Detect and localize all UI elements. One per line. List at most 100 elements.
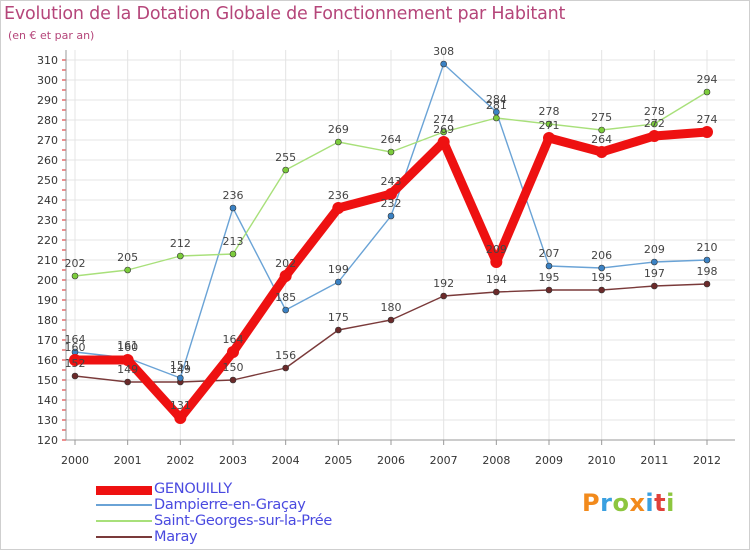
- data-label: 161: [117, 339, 138, 352]
- data-point: [651, 282, 658, 290]
- data-label: 160: [65, 341, 86, 354]
- data-point: [121, 354, 134, 366]
- data-label: 151: [170, 359, 191, 372]
- data-point: [440, 292, 447, 300]
- data-label: 194: [486, 273, 507, 286]
- logo-letter: o: [612, 489, 630, 517]
- y-tick-label: 310: [37, 54, 58, 67]
- data-point: [703, 88, 711, 96]
- legend-label-genouilly: GENOUILLY: [154, 481, 232, 497]
- y-tick-label: 220: [37, 234, 58, 247]
- logo-letter: i: [645, 489, 655, 517]
- data-label: 197: [644, 267, 665, 280]
- data-label: 195: [591, 271, 612, 284]
- legend-swatch-genouilly: [96, 486, 152, 495]
- y-tick-label: 150: [37, 374, 58, 387]
- data-label: 209: [644, 243, 665, 256]
- data-label: 308: [433, 45, 454, 58]
- legend-label-saint-georges: Saint-Georges-sur-la-Prée: [154, 513, 333, 529]
- data-point: [174, 412, 187, 424]
- logo-letter: x: [629, 489, 646, 517]
- x-tick-label: 2000: [61, 454, 89, 467]
- data-label: 160: [117, 341, 138, 354]
- legend-swatch-dampierre: [96, 504, 152, 506]
- data-point: [703, 256, 711, 264]
- data-label: 212: [170, 237, 191, 250]
- data-point: [598, 264, 605, 272]
- data-point: [440, 128, 447, 136]
- data-point: [229, 204, 237, 212]
- data-label: 192: [433, 277, 454, 290]
- y-tick-label: 170: [37, 334, 58, 347]
- y-tick-label: 120: [37, 434, 58, 447]
- data-point: [279, 270, 292, 282]
- data-point: [385, 188, 397, 200]
- data-label: 195: [539, 271, 560, 284]
- data-label: 164: [223, 333, 244, 346]
- x-tick-label: 2002: [166, 454, 194, 467]
- data-label: 131: [170, 399, 191, 412]
- x-tick-label: 2011: [640, 454, 668, 467]
- data-label: 149: [170, 363, 191, 376]
- data-point: [651, 120, 658, 128]
- plot-area: [66, 50, 735, 440]
- data-label: 274: [433, 113, 454, 126]
- y-tick-label: 130: [37, 414, 58, 427]
- data-point: [71, 372, 79, 380]
- data-point: [124, 378, 131, 386]
- data-point: [493, 288, 500, 296]
- data-label: 175: [328, 311, 349, 324]
- data-label: 205: [117, 251, 138, 264]
- data-point: [229, 376, 237, 384]
- y-tick-label: 190: [37, 294, 58, 307]
- data-label: 272: [644, 117, 665, 130]
- data-label: 236: [328, 189, 349, 202]
- data-point: [335, 278, 342, 286]
- data-label: 149: [117, 363, 138, 376]
- data-point: [71, 272, 79, 280]
- x-tick-label: 2010: [588, 454, 616, 467]
- data-point: [437, 136, 450, 148]
- data-point: [124, 266, 131, 274]
- x-tick-label: 2007: [430, 454, 458, 467]
- data-point: [282, 364, 289, 372]
- data-point: [387, 148, 395, 156]
- y-tick-label: 180: [37, 314, 58, 327]
- data-label: 198: [697, 265, 718, 278]
- legend-swatch-saint-georges: [96, 520, 152, 522]
- data-label: 152: [65, 357, 86, 370]
- data-point: [335, 138, 342, 146]
- data-point: [282, 306, 289, 314]
- logo-letter: i: [666, 489, 675, 517]
- data-point: [598, 126, 605, 134]
- data-label: 185: [275, 291, 296, 304]
- data-label: 156: [275, 349, 296, 362]
- y-tick-label: 140: [37, 394, 58, 407]
- y-tick-label: 300: [37, 74, 58, 87]
- data-label: 278: [539, 105, 560, 118]
- data-point: [227, 346, 239, 358]
- data-point: [543, 132, 555, 144]
- legend-swatch-maray: [96, 536, 152, 538]
- data-point: [490, 256, 503, 268]
- x-tick-label: 2012: [693, 454, 721, 467]
- data-label: 264: [381, 133, 402, 146]
- logo-letter: r: [600, 489, 613, 517]
- data-label: 294: [697, 73, 718, 86]
- data-point: [701, 126, 713, 138]
- data-point: [651, 258, 658, 266]
- logo-letter: t: [654, 489, 667, 517]
- data-point: [229, 250, 237, 258]
- data-point: [177, 252, 184, 260]
- data-label: 243: [381, 175, 402, 188]
- data-label: 202: [65, 257, 86, 270]
- y-tick-label: 260: [37, 154, 58, 167]
- x-tick-label: 2008: [482, 454, 510, 467]
- data-label: 255: [275, 151, 296, 164]
- y-tick-label: 280: [37, 114, 58, 127]
- x-tick-label: 2004: [272, 454, 300, 467]
- chart-title: Evolution de la Dotation Globale de Fonc…: [4, 4, 566, 24]
- data-label: 284: [486, 93, 507, 106]
- y-tick-label: 290: [37, 94, 58, 107]
